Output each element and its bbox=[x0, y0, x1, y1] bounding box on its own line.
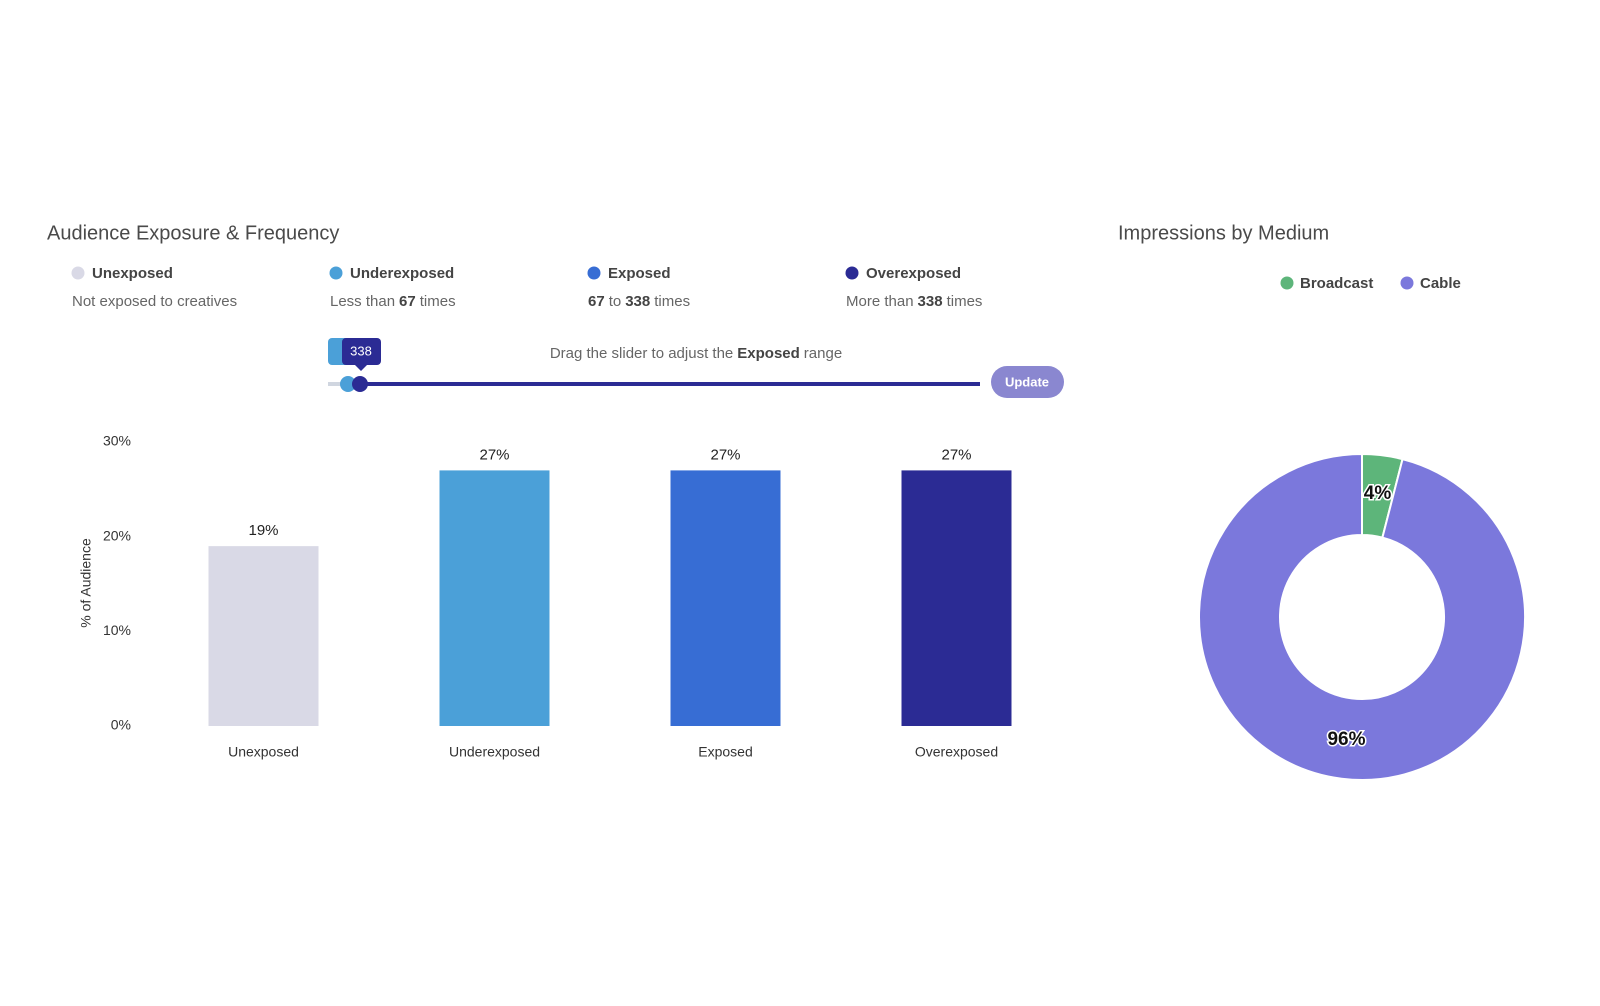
text-segment: range bbox=[804, 345, 842, 362]
value-label: 27% bbox=[941, 446, 971, 463]
legend-description: Not exposed to creatives bbox=[72, 293, 237, 310]
x-tick-label: Underexposed bbox=[449, 744, 540, 760]
text-segment: Less than bbox=[330, 293, 395, 310]
slider-tooltip-text: 338 bbox=[350, 343, 372, 358]
text-segment: Drag the slider to adjust the bbox=[550, 345, 733, 362]
y-axis-label: % of Audience bbox=[78, 538, 94, 628]
text-segment: 338 bbox=[918, 293, 943, 310]
slider[interactable]: 338 bbox=[328, 338, 980, 392]
legend-label: Overexposed bbox=[866, 265, 961, 282]
x-tick-label: Exposed bbox=[698, 744, 752, 760]
text-segment: times bbox=[420, 293, 456, 310]
legend-label: Underexposed bbox=[350, 265, 454, 282]
legend-description: 67 to 338 times bbox=[588, 293, 690, 310]
tooltip-pointer bbox=[355, 365, 367, 371]
legend-label: Exposed bbox=[608, 265, 671, 282]
bar bbox=[208, 546, 319, 726]
text-segment: 338 bbox=[625, 293, 650, 310]
x-tick-label: Unexposed bbox=[228, 744, 299, 760]
text-segment: More than bbox=[846, 293, 914, 310]
bar bbox=[670, 470, 781, 726]
text-segment: Exposed bbox=[737, 345, 800, 362]
slider-high-tooltip bbox=[342, 338, 381, 365]
slider-low-handle[interactable] bbox=[340, 376, 356, 392]
y-tick-label: 10% bbox=[103, 622, 131, 638]
legend-swatch bbox=[71, 266, 85, 280]
value-label: 19% bbox=[248, 522, 278, 539]
text-segment: times bbox=[654, 293, 690, 310]
legend-description: More than 338 times bbox=[846, 293, 982, 310]
update-button-label[interactable]: Update bbox=[1005, 374, 1049, 389]
update-button[interactable]: Update bbox=[991, 366, 1064, 398]
bar-chart-title: Audience Exposure & Frequency bbox=[47, 222, 339, 244]
slice-label: 96% bbox=[1327, 729, 1365, 750]
y-tick-label: 0% bbox=[111, 717, 131, 733]
legend-label: Broadcast bbox=[1300, 275, 1373, 292]
bar bbox=[901, 470, 1012, 726]
value-label: 27% bbox=[710, 446, 740, 463]
legend-swatch bbox=[1280, 276, 1294, 290]
x-tick-label: Overexposed bbox=[915, 744, 998, 760]
legend-swatch bbox=[329, 266, 343, 280]
legend-swatch bbox=[845, 266, 859, 280]
text-segment: 67 bbox=[399, 293, 416, 310]
slider-high-handle[interactable] bbox=[352, 376, 368, 392]
text-segment: 67 bbox=[588, 293, 605, 310]
text-segment: times bbox=[947, 293, 983, 310]
slice-label: 4% bbox=[1364, 483, 1392, 504]
legend-label: Unexposed bbox=[92, 265, 173, 282]
legend-label: Cable bbox=[1420, 275, 1461, 292]
update-button-bg[interactable] bbox=[991, 366, 1064, 398]
text-segment: to bbox=[609, 293, 622, 310]
value-label: 27% bbox=[479, 446, 509, 463]
slider-hint: Drag the slider to adjust the Exposed rang… bbox=[550, 345, 842, 362]
y-tick-label: 20% bbox=[103, 527, 131, 543]
legend-swatch bbox=[587, 266, 601, 280]
legend-description: Less than 67 times bbox=[330, 293, 456, 310]
donut-chart-title: Impressions by Medium bbox=[1118, 222, 1329, 244]
text-segment: Not exposed to creatives bbox=[72, 293, 237, 310]
bar bbox=[439, 470, 550, 726]
legend-swatch bbox=[1400, 276, 1414, 290]
y-tick-label: 30% bbox=[103, 433, 131, 449]
donut-slice bbox=[1198, 452, 1526, 781]
